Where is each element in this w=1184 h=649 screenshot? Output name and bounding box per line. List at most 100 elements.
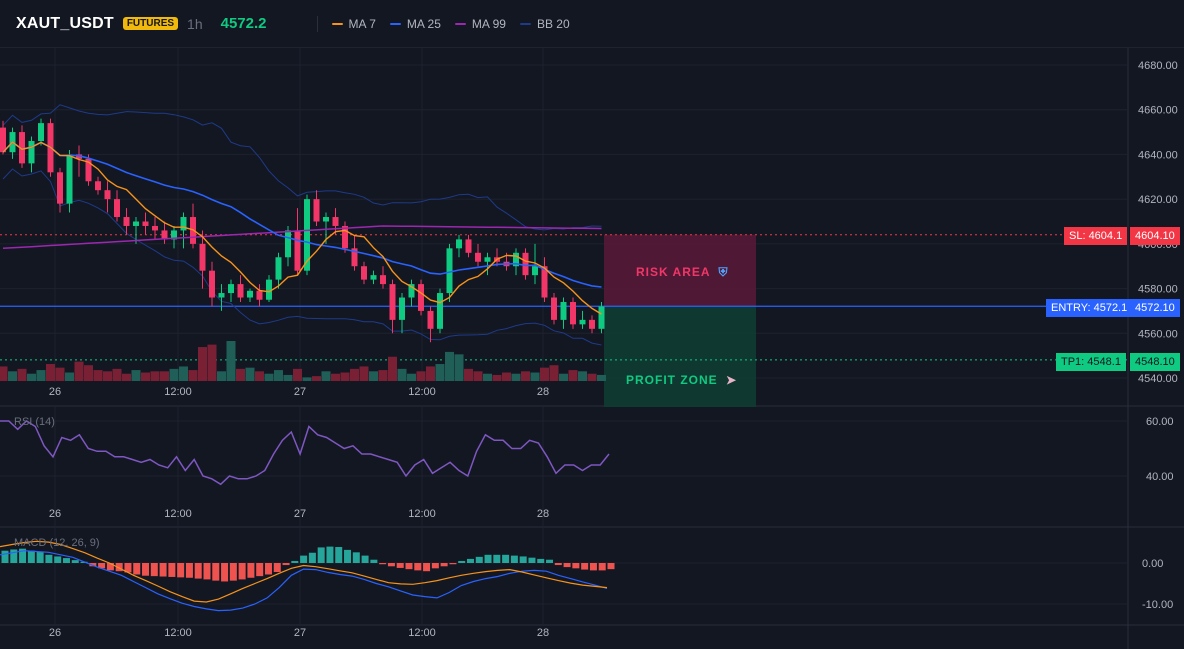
macd-histogram-bar: [370, 559, 378, 563]
legend-label: BB 20: [536, 16, 570, 31]
candle-body: [133, 221, 139, 226]
volume-bar: [331, 373, 340, 381]
volume-bar: [160, 371, 169, 381]
legend-label: MA 7: [348, 16, 376, 31]
macd-histogram-bar: [572, 563, 580, 569]
volume-bar: [179, 366, 188, 381]
chart-header: XAUT_USDT FUTURES 1h 4572.2 MA 7 MA 25 MA …: [0, 0, 1184, 48]
time-tick-label: 12:00: [164, 627, 192, 639]
candle-body: [76, 154, 82, 159]
volume-bar: [559, 373, 568, 381]
macd-histogram-bar: [493, 554, 501, 563]
macd-histogram-bar: [396, 563, 404, 568]
macd-histogram-bar: [537, 558, 545, 563]
sl-tag[interactable]: SL: 4604.1: [1064, 227, 1128, 245]
volume-bar: [454, 354, 464, 381]
macd-histogram-bar: [291, 560, 299, 563]
legend-item-ma-7[interactable]: MA 7: [331, 16, 376, 31]
candle-body: [484, 257, 491, 262]
candle: [247, 288, 253, 302]
entry-tag[interactable]: ENTRY: 4572.1: [1046, 299, 1133, 317]
candle-body: [427, 310, 434, 329]
macd-histogram-bar: [36, 551, 44, 563]
candle: [266, 275, 272, 302]
volume-bar: [112, 368, 122, 381]
volume-bar: [540, 367, 549, 381]
time-tick-label: 12:00: [408, 627, 436, 639]
volume-bar: [416, 371, 426, 381]
macd-histogram-bar: [282, 563, 290, 566]
volume-bar: [350, 368, 359, 381]
macd-histogram-bar: [98, 563, 106, 569]
rsi-tick-label: 40.00: [1146, 471, 1174, 483]
volume-bar: [568, 370, 578, 381]
rocket-icon: ➤: [726, 373, 738, 387]
time-tick-label: 28: [537, 386, 549, 398]
candle: [76, 145, 82, 177]
candle-body: [142, 221, 149, 226]
candle-body: [351, 248, 358, 267]
volume-bar: [597, 374, 606, 381]
macd-histogram-bar: [361, 555, 369, 563]
legend-label: MA 25: [406, 16, 441, 31]
candle-body: [114, 199, 120, 218]
macd-histogram-bar: [124, 563, 132, 573]
macd-histogram-bar: [106, 563, 114, 571]
candle: [513, 248, 519, 276]
macd-histogram-bar: [194, 563, 202, 579]
candle-body: [0, 127, 6, 153]
candle: [399, 293, 405, 334]
volume-bar: [388, 356, 397, 381]
candle-body: [285, 230, 291, 258]
volume-bar: [207, 344, 217, 381]
candle-body: [475, 252, 481, 262]
volume-bar: [473, 371, 483, 381]
candle: [152, 217, 158, 240]
symbol-name[interactable]: XAUT_USDT: [16, 14, 114, 32]
candle: [598, 301, 605, 334]
macd-histogram-bar: [273, 563, 281, 573]
time-tick-label: 26: [49, 508, 61, 520]
candle-body: [85, 158, 92, 182]
candle-body: [446, 248, 453, 294]
legend-item-ma-99[interactable]: MA 99: [454, 17, 506, 31]
volume-bar: [217, 371, 226, 381]
legend-item-ma-25[interactable]: MA 25: [389, 16, 441, 31]
candle: [218, 284, 225, 311]
candle: [380, 266, 386, 289]
candle-body: [370, 275, 377, 280]
macd-histogram-bar: [71, 560, 79, 563]
candle: [465, 234, 472, 258]
candle-body: [332, 217, 339, 226]
candle-body: [266, 279, 272, 300]
candle: [579, 310, 586, 329]
tp1-tag[interactable]: TP1: 4548.1: [1056, 353, 1126, 371]
volume-bar: [103, 371, 112, 381]
volume-bar: [492, 374, 502, 381]
macd-histogram-bar: [414, 563, 422, 571]
candle: [370, 270, 377, 285]
candle: [484, 252, 491, 276]
rsi-line: [0, 420, 610, 486]
header-divider: [316, 15, 318, 32]
macd-histogram-bar: [317, 547, 325, 563]
shield-icon: ⛨: [718, 265, 729, 279]
candle-body: [399, 297, 405, 320]
interval-selector[interactable]: 1h: [187, 15, 203, 32]
ma7-line: [2, 141, 602, 315]
candle-body: [123, 217, 130, 226]
macd-histogram-bar: [405, 563, 413, 570]
profit-zone: [604, 306, 756, 407]
macd-signal-line: [0, 540, 608, 603]
candle-body: [342, 225, 348, 249]
volume-bar: [84, 365, 93, 381]
candle-body: [237, 284, 244, 298]
macd-histogram-bar: [1, 550, 9, 563]
candle-body: [104, 190, 111, 200]
candle-body: [560, 301, 567, 320]
candle-body: [418, 284, 424, 311]
macd-histogram-bar: [344, 549, 352, 563]
candle-body: [95, 181, 101, 191]
legend-item-bb-20[interactable]: BB 20: [519, 16, 570, 31]
